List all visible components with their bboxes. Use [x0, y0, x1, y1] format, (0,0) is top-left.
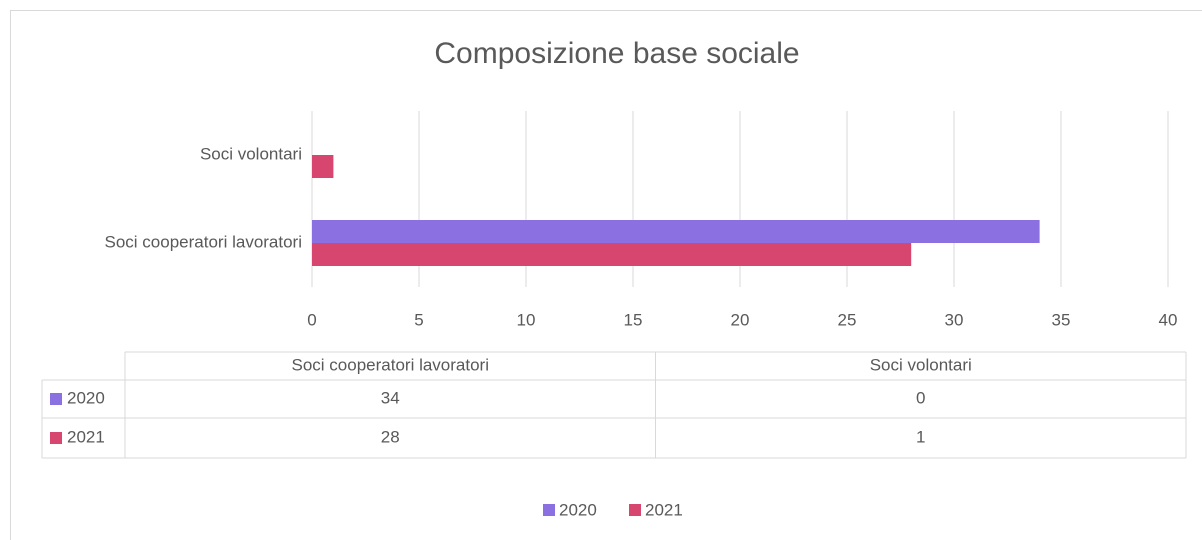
x-tick-label: 25 [838, 310, 857, 329]
legend-key [629, 504, 641, 516]
y-tick-label: Soci cooperatori lavoratori [105, 232, 302, 251]
table-legend-key [50, 432, 62, 444]
x-tick-label: 0 [307, 310, 316, 329]
y-tick-label: Soci volontari [200, 144, 302, 163]
table-cell: 28 [381, 427, 400, 446]
table-cell: 1 [916, 427, 925, 446]
table-header: Soci volontari [870, 355, 972, 374]
table-header: Soci cooperatori lavoratori [292, 355, 489, 374]
x-tick-label: 30 [945, 310, 964, 329]
table-cell: 0 [916, 388, 925, 407]
x-tick-label: 35 [1052, 310, 1071, 329]
bar [312, 243, 912, 266]
x-tick-label: 5 [414, 310, 423, 329]
chart-frame [10, 10, 1202, 540]
table-row-label: 2020 [67, 388, 105, 407]
bar [312, 220, 1040, 243]
x-tick-label: 40 [1159, 310, 1178, 329]
legend-key [543, 504, 555, 516]
table-row-label: 2021 [67, 427, 105, 446]
bar [312, 155, 334, 178]
legend-label: 2021 [645, 500, 683, 519]
x-tick-label: 20 [731, 310, 750, 329]
chart-title: Composizione base sociale [434, 37, 799, 70]
table-legend-key [50, 393, 62, 405]
legend-label: 2020 [559, 500, 597, 519]
x-tick-label: 10 [517, 310, 536, 329]
x-tick-label: 15 [624, 310, 643, 329]
table-cell: 34 [381, 388, 400, 407]
